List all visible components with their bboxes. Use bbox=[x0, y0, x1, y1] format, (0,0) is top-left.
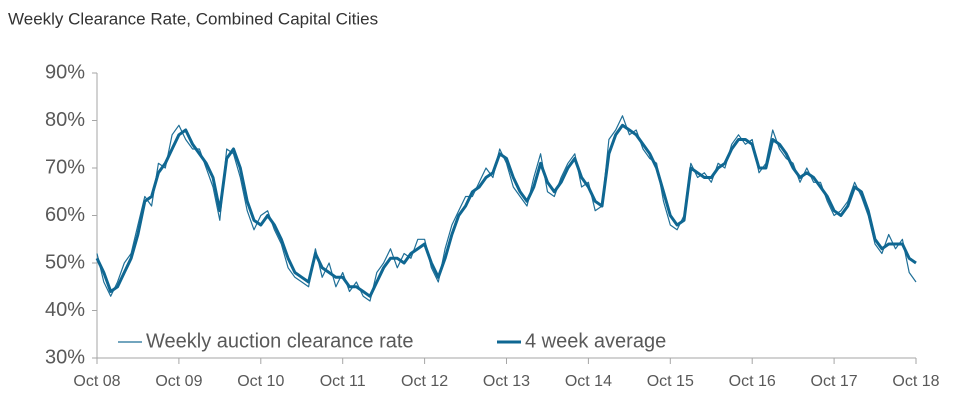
y-tick-label: 60% bbox=[45, 204, 85, 226]
y-tick-label: 90% bbox=[45, 61, 85, 83]
x-tick-label: Oct 11 bbox=[320, 373, 366, 390]
x-tick-label: Oct 14 bbox=[565, 373, 612, 390]
legend-label: 4 week average bbox=[525, 330, 666, 352]
x-tick-label: Oct 17 bbox=[811, 373, 858, 390]
chart-title: Weekly Clearance Rate, Combined Capital … bbox=[8, 9, 378, 28]
x-tick-label: Oct 13 bbox=[483, 373, 530, 390]
y-tick-label: 80% bbox=[45, 109, 85, 131]
series-line bbox=[96, 115, 917, 302]
x-tick-label: Oct 18 bbox=[892, 373, 939, 390]
x-tick-label: Oct 15 bbox=[647, 373, 694, 390]
y-tick-label: 50% bbox=[45, 251, 85, 273]
legend-label: Weekly auction clearance rate bbox=[146, 330, 414, 352]
y-tick-label: 70% bbox=[45, 156, 85, 178]
y-tick-label: 40% bbox=[45, 299, 85, 321]
x-tick-label: Oct 12 bbox=[401, 373, 448, 390]
x-tick-label: Oct 16 bbox=[729, 373, 776, 390]
x-tick-label: Oct 10 bbox=[237, 373, 284, 390]
series-line bbox=[95, 123, 917, 298]
x-tick-label: Oct 09 bbox=[155, 373, 202, 390]
x-tick-label: Oct 08 bbox=[73, 373, 120, 390]
y-tick-label: 30% bbox=[45, 346, 85, 368]
